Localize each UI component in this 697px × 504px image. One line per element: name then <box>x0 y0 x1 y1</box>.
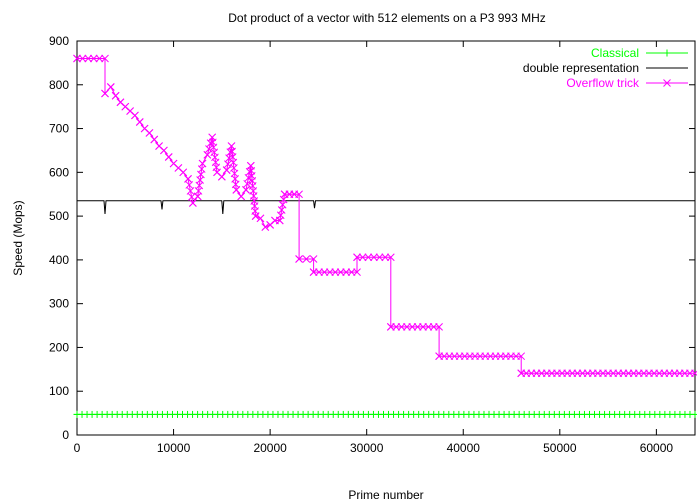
y-tick-label: 100 <box>49 384 69 398</box>
series-layer <box>73 54 697 418</box>
x-tick-label: 20000 <box>253 441 287 455</box>
data-point-overflow-trick <box>145 129 154 137</box>
x-tick-label: 30000 <box>350 441 384 455</box>
data-point-overflow-trick <box>353 268 361 277</box>
y-tick-label: 0 <box>62 428 69 442</box>
data-point-classical <box>691 410 697 418</box>
x-tick-label: 40000 <box>447 441 481 455</box>
plot-area-frame <box>76 40 696 436</box>
data-point-overflow-trick <box>256 214 265 223</box>
data-point-overflow-trick <box>217 172 226 181</box>
data-point-overflow-trick <box>135 118 144 126</box>
series-overflow-trick <box>73 54 697 378</box>
y-axis-ticks: 0 100 200 300 400 500 600 700 800 900 <box>49 34 695 442</box>
data-point-overflow-trick <box>187 193 196 201</box>
series-line-overflow-trick <box>77 58 695 374</box>
data-point-overflow-trick <box>95 54 104 63</box>
data-point-overflow-trick <box>364 253 373 262</box>
data-point-overflow-trick <box>336 268 345 277</box>
y-tick-label: 300 <box>49 297 69 311</box>
legend-label-double-representation: double representation <box>523 61 639 75</box>
data-point-overflow-trick <box>205 145 213 153</box>
data-point-overflow-trick <box>73 54 81 63</box>
y-tick-label: 500 <box>49 209 69 223</box>
data-point-overflow-trick <box>131 111 139 120</box>
data-point-overflow-trick <box>189 199 197 207</box>
data-point-overflow-trick <box>309 268 318 277</box>
data-point-overflow-trick <box>358 253 367 262</box>
data-point-overflow-trick <box>251 212 260 220</box>
data-point-overflow-trick <box>164 153 173 161</box>
data-point-overflow-trick <box>84 54 93 63</box>
data-point-overflow-trick <box>370 253 378 262</box>
data-point-overflow-trick <box>106 83 115 91</box>
data-point-overflow-trick <box>691 369 697 378</box>
y-tick-label: 900 <box>49 34 69 48</box>
data-point-overflow-trick <box>309 255 318 263</box>
data-point-overflow-trick <box>342 268 351 277</box>
legend-label-overflow-trick: Overflow trick <box>566 76 640 90</box>
data-point-overflow-trick <box>111 91 120 100</box>
data-point-overflow-trick <box>386 253 395 262</box>
data-point-overflow-trick <box>160 146 168 155</box>
data-point-overflow-trick <box>222 166 231 174</box>
data-point-overflow-trick <box>353 253 361 262</box>
legend-label-classical: Classical <box>591 46 639 60</box>
data-point-overflow-trick <box>320 268 329 277</box>
legend-marker-overflow-trick <box>663 79 671 87</box>
data-point-overflow-trick <box>185 181 194 189</box>
data-point-classical <box>73 410 81 418</box>
data-point-overflow-trick <box>295 255 303 263</box>
data-point-overflow-trick <box>101 54 109 63</box>
data-point-overflow-trick <box>89 54 98 63</box>
y-tick-label: 200 <box>49 340 69 354</box>
data-point-overflow-trick <box>302 255 311 263</box>
y-tick-label: 600 <box>49 165 69 179</box>
x-axis-label: Prime number <box>348 488 423 502</box>
data-point-overflow-trick <box>237 192 246 201</box>
x-axis-ticks: 0 10000 20000 30000 40000 50000 60000 <box>74 41 674 455</box>
data-point-overflow-trick <box>375 253 384 262</box>
series-classical <box>73 410 697 418</box>
data-point-overflow-trick <box>347 268 356 277</box>
chart-title: Dot product of a vector with 512 element… <box>228 11 546 25</box>
data-point-overflow-trick <box>206 139 215 148</box>
x-tick-label: 0 <box>74 441 81 455</box>
x-tick-label: 60000 <box>640 441 674 455</box>
data-point-overflow-trick <box>226 148 235 156</box>
y-tick-label: 400 <box>49 253 69 267</box>
data-point-overflow-trick <box>381 253 390 262</box>
data-point-overflow-trick <box>242 185 250 194</box>
data-point-overflow-trick <box>517 352 526 361</box>
data-point-overflow-trick <box>186 187 195 195</box>
y-tick-label: 800 <box>49 78 69 92</box>
data-point-overflow-trick <box>198 159 207 168</box>
data-point-overflow-trick <box>232 185 241 194</box>
x-tick-label: 10000 <box>157 441 191 455</box>
data-point-overflow-trick <box>261 223 270 231</box>
data-point-overflow-trick <box>331 268 340 277</box>
legend-marker-classical <box>663 49 671 57</box>
data-point-overflow-trick <box>78 54 87 63</box>
y-tick-label: 700 <box>49 122 69 136</box>
data-point-overflow-trick <box>184 175 192 183</box>
series-double-representation <box>77 200 695 214</box>
y-axis-label: Speed (Mops) <box>11 200 25 275</box>
x-tick-label: 50000 <box>543 441 577 455</box>
data-point-overflow-trick <box>326 268 334 277</box>
data-point-overflow-trick <box>101 89 109 98</box>
series-line-double-representation <box>77 200 695 214</box>
data-point-overflow-trick <box>243 179 252 188</box>
data-point-overflow-trick <box>224 160 232 168</box>
data-point-overflow-trick <box>315 268 323 277</box>
data-point-overflow-trick <box>179 168 188 177</box>
data-point-overflow-trick <box>435 323 443 331</box>
data-point-overflow-trick <box>295 190 303 199</box>
data-point-overflow-trick <box>150 135 159 144</box>
data-point-overflow-trick <box>203 150 212 159</box>
